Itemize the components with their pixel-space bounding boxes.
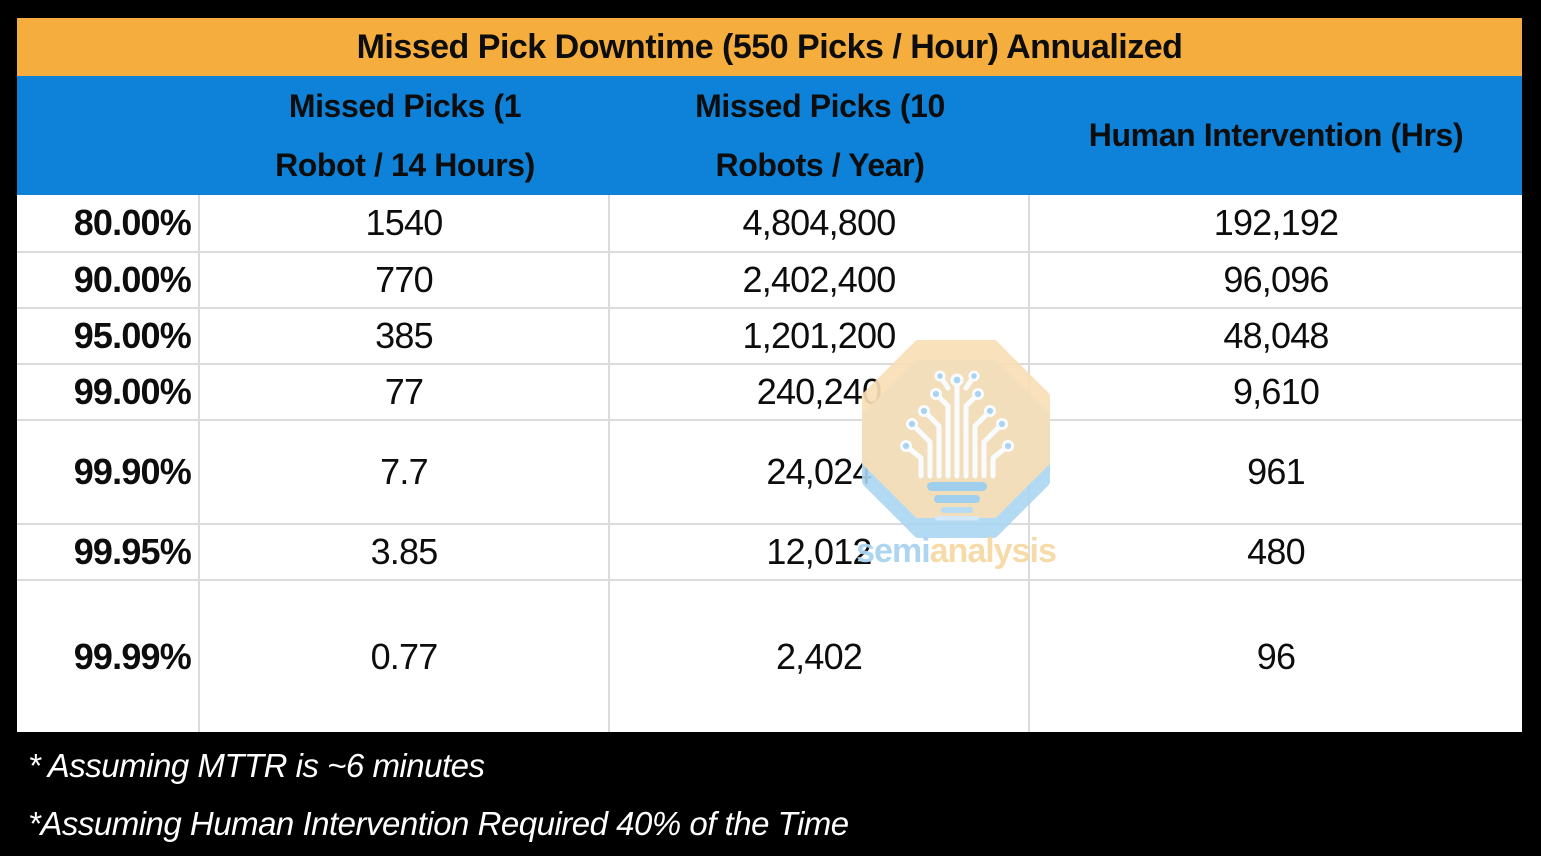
cell-missed-picks-single: 385 [200,309,610,363]
cell-missed-picks-fleet: 2,402 [610,581,1030,732]
cell-uptime: 99.90% [17,421,200,523]
downtime-table: Missed Pick Downtime (550 Picks / Hour) … [17,18,1522,732]
table-row: 90.00% 770 2,402,400 96,096 [17,251,1522,307]
cell-human-intervention: 96,096 [1223,259,1329,300]
header-human-intervention-label: Human Intervention (Hrs) [1088,117,1464,154]
cell-human-intervention: 48,048 [1223,315,1329,356]
header-uptime [17,76,200,195]
header-missed-picks-single-label: Missed Picks (1 Robot / 14 Hours) [275,88,535,183]
footnotes: * Assuming MTTR is ~6 minutes *Assuming … [28,737,849,853]
cell-human-intervention: 961 [1247,451,1305,492]
table-title: Missed Pick Downtime (550 Picks / Hour) … [17,18,1522,76]
table-row: 99.95% 3.85 12,012 480 [17,523,1522,579]
table-row: 99.99% 0.77 2,402 96 [17,579,1522,732]
cell-missed-picks-single: 0.77 [200,581,610,732]
cell-missed-picks-fleet: 1,201,200 [610,309,1030,363]
cell-human-intervention: 96 [1256,635,1296,677]
header-missed-picks-single: Missed Picks (1 Robot / 14 Hours) [200,76,610,195]
table-body: 80.00% 1540 4,804,800 192,192 90.00% 770… [17,195,1522,732]
table-row: 80.00% 1540 4,804,800 192,192 [17,195,1522,251]
cell-missed-picks-single: 1540 [200,195,610,251]
table-header-row: Missed Picks (1 Robot / 14 Hours) Missed… [17,76,1522,195]
footnote-human-intervention: *Assuming Human Intervention Required 40… [28,805,849,842]
cell-human-intervention: 9,610 [1232,371,1320,412]
cell-human-intervention: 192,192 [1213,202,1339,243]
footnote-mttr: * Assuming MTTR is ~6 minutes [28,747,485,784]
table-row: 99.00% 77 240,240 9,610 [17,363,1522,419]
cell-human-intervention: 480 [1247,531,1305,572]
cell-missed-picks-fleet: 12,012 [610,525,1030,579]
cell-missed-picks-fleet: 24,024 [610,421,1030,523]
cell-missed-picks-single: 77 [200,365,610,419]
header-missed-picks-fleet: Missed Picks (10 Robots / Year) [610,76,1030,195]
header-human-intervention: Human Intervention (Hrs) [1030,76,1522,195]
cell-uptime: 99.99% [17,581,200,732]
header-missed-picks-fleet-label: Missed Picks (10 Robots / Year) [695,88,945,183]
cell-uptime: 95.00% [17,309,200,363]
cell-uptime: 90.00% [17,253,200,307]
cell-missed-picks-fleet: 4,804,800 [610,195,1030,251]
cell-uptime: 99.95% [17,525,200,579]
cell-missed-picks-single: 3.85 [200,525,610,579]
cell-missed-picks-single: 770 [200,253,610,307]
cell-missed-picks-single: 7.7 [200,421,610,523]
cell-uptime: 99.00% [17,365,200,419]
cell-missed-picks-fleet: 240,240 [610,365,1030,419]
table-row: 99.90% 7.7 24,024 961 [17,419,1522,523]
cell-uptime: 80.00% [17,195,200,251]
cell-missed-picks-fleet: 2,402,400 [610,253,1030,307]
table-row: 95.00% 385 1,201,200 48,048 [17,307,1522,363]
